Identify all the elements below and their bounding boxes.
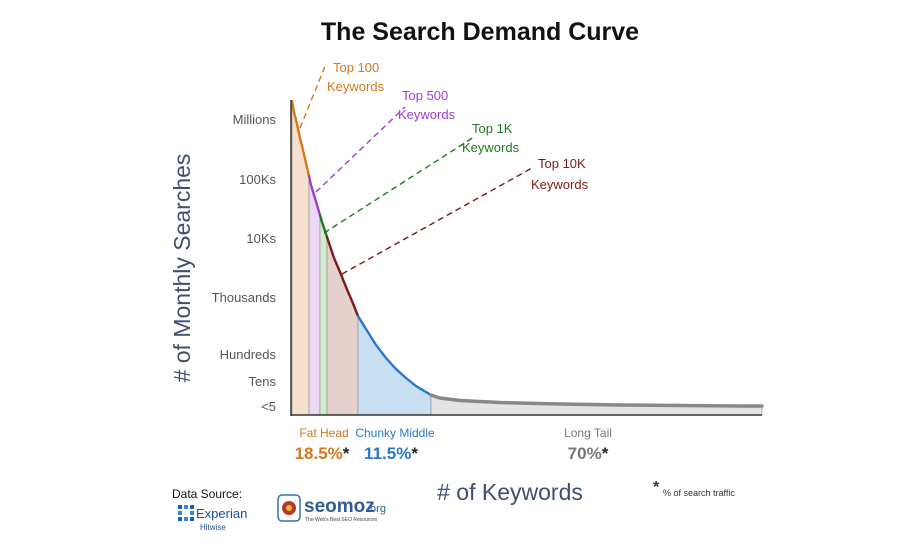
seomoz-text: seomoz xyxy=(304,496,375,517)
annotation-leaders xyxy=(299,63,533,275)
fill-top-100 xyxy=(291,100,310,416)
segment-percent: 11.5%* xyxy=(364,444,418,463)
segment-percent: 70%* xyxy=(568,444,609,463)
y-tick-label: Thousands xyxy=(212,290,277,305)
seomoz-logo: seomoz .org The Web's Best SEO Resources xyxy=(277,494,386,523)
fill-chunky-middle xyxy=(357,314,432,416)
annotation-label: Top 1K xyxy=(472,121,513,136)
y-tick-label: Millions xyxy=(233,112,277,127)
y-tick-label: 10Ks xyxy=(246,231,276,246)
segment-labels: Fat Head 18.5%* Chunky Middle 11.5%* Long Ta… xyxy=(295,426,612,463)
segment-name: Fat Head xyxy=(299,426,348,440)
data-source-label: Data Source: xyxy=(172,487,242,501)
x-axis-label: # of Keywords xyxy=(437,479,583,505)
hitwise-text: Hitwise xyxy=(200,523,226,532)
experian-dots-icon xyxy=(178,505,194,521)
footnote-asterisk: * xyxy=(653,479,660,496)
annotation-sub: Keywords xyxy=(327,79,385,94)
annotation-label: Top 10K xyxy=(538,156,586,171)
annotation-sub: Keywords xyxy=(531,177,589,192)
annotation-sub: Keywords xyxy=(398,107,456,122)
curve-top-500 xyxy=(307,174,322,217)
y-tick-label: 100Ks xyxy=(239,172,276,187)
curve-long-tail xyxy=(429,393,764,408)
y-axis-label: # of Monthly Searches xyxy=(169,154,195,383)
leader-line xyxy=(323,136,475,234)
curve-top-1k xyxy=(318,213,329,239)
annotation-label: Top 100 xyxy=(333,60,379,75)
annotation-label: Top 500 xyxy=(402,88,448,103)
experian-text: Experian xyxy=(196,506,247,521)
experian-logo: Experian Hitwise xyxy=(178,505,247,532)
fill-top-10k xyxy=(326,236,359,416)
curve-top-10k xyxy=(325,235,360,318)
curve-chunky-middle xyxy=(356,314,433,397)
segment-name: Chunky Middle xyxy=(355,426,435,440)
seomoz-tld: .org xyxy=(367,503,386,515)
y-tick-label: Tens xyxy=(249,374,277,389)
footnote-text: % of search traffic xyxy=(663,488,735,498)
segment-percent: 18.5%* xyxy=(295,444,350,463)
annotation-sub: Keywords xyxy=(462,140,520,155)
segment-asterisk: * xyxy=(602,444,609,463)
y-tick-label: Hundreds xyxy=(220,347,277,362)
leader-line xyxy=(299,63,327,129)
demand-curve xyxy=(290,99,764,408)
chart-title: The Search Demand Curve xyxy=(321,18,639,46)
segment-name: Long Tail xyxy=(564,426,612,440)
leader-line xyxy=(341,167,533,275)
segment-asterisk: * xyxy=(411,444,418,463)
fill-top-1k xyxy=(319,214,328,416)
segment-asterisk: * xyxy=(343,444,350,463)
annotation-labels: Top 100 Keywords Top 500 Keywords Top 1K Keyw… xyxy=(327,60,589,192)
y-tick-label: <5 xyxy=(261,399,276,414)
y-tick-labels: Millions 100Ks 10Ks Thousands Hundreds Tens <5 xyxy=(212,112,277,414)
seomoz-tagline: The Web's Best SEO Resources xyxy=(305,517,378,523)
leader-line xyxy=(315,106,406,193)
curve-top-100 xyxy=(290,99,311,178)
